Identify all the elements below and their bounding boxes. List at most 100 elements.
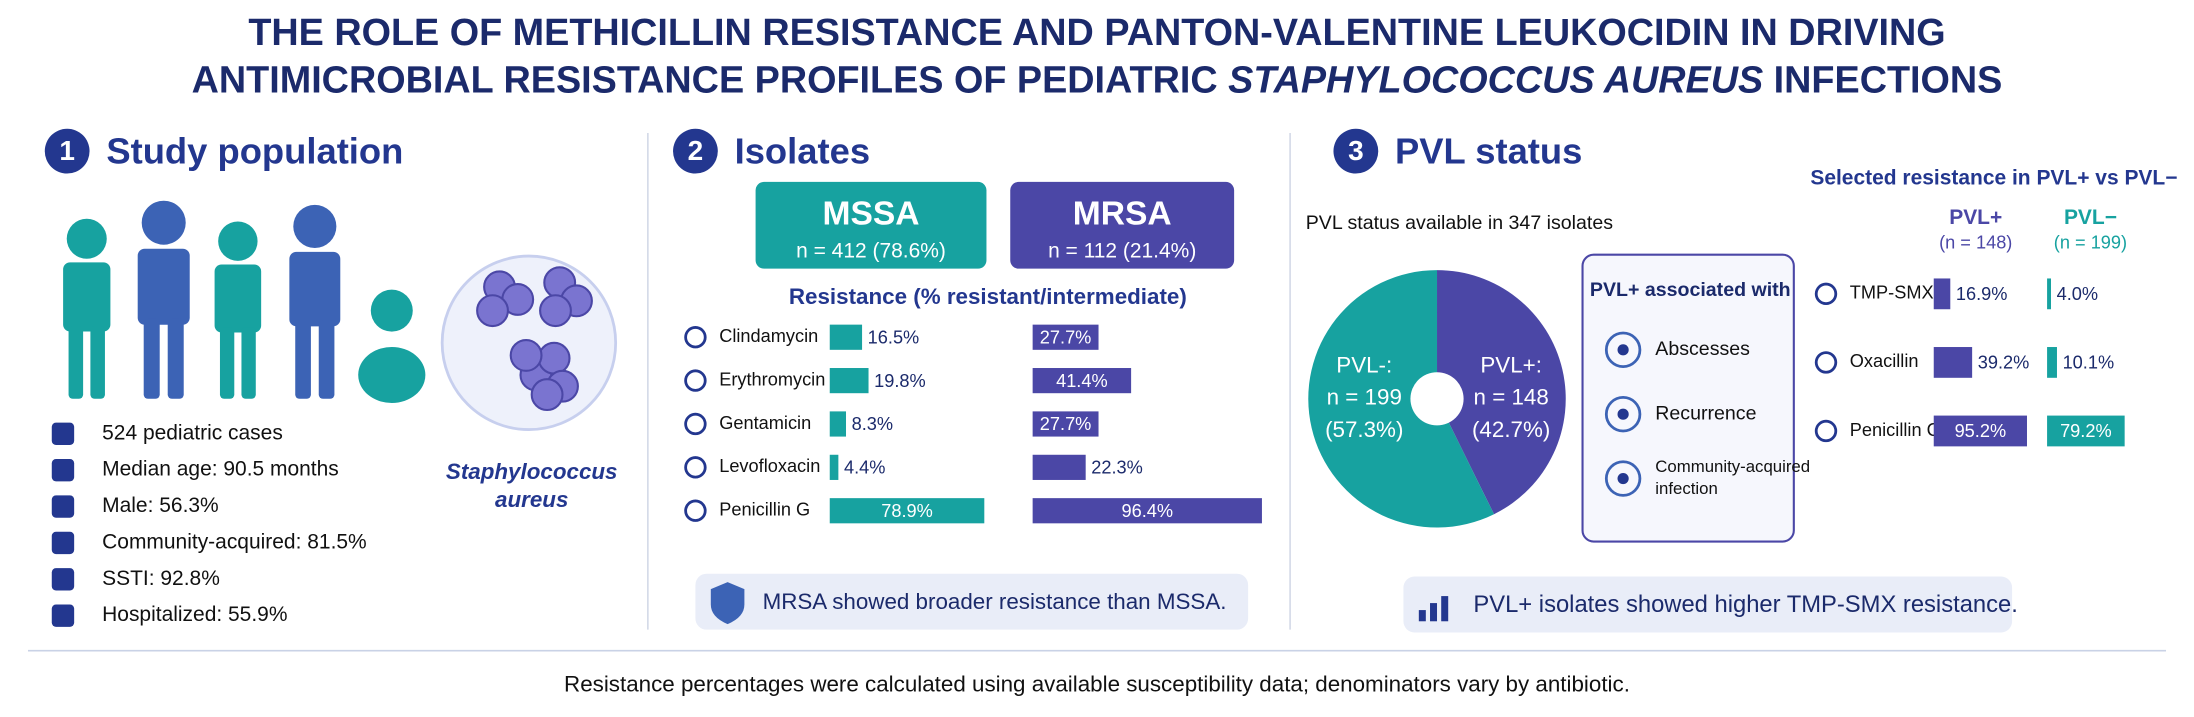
drug-icon	[1814, 419, 1838, 443]
bacterium	[509, 338, 543, 372]
bar-label: 8.3%	[852, 414, 893, 434]
chart-icon	[1430, 603, 1438, 622]
drug-name: Penicillin G	[1850, 420, 1941, 440]
pie-label: n = 199	[1327, 385, 1402, 410]
group-name: MSSA	[823, 195, 920, 232]
associated-icon-dot	[1617, 408, 1629, 420]
section-title: Study population	[106, 131, 403, 172]
bacterium	[530, 378, 564, 412]
drug-name: Penicillin G	[719, 500, 810, 520]
bacterium	[539, 294, 572, 328]
head	[293, 204, 337, 248]
column-name: PVL+	[1949, 206, 2002, 229]
fact-text: Male: 56.3%	[102, 494, 219, 517]
drug-name: Gentamicin	[719, 413, 811, 433]
bar-label: 78.9%	[881, 501, 933, 521]
bar	[829, 324, 863, 350]
leg	[295, 320, 311, 399]
section-number: 3	[1348, 135, 1364, 166]
chart-icon	[1418, 610, 1426, 622]
bar-label: 79.2%	[2060, 421, 2112, 441]
associated-icon	[1604, 331, 1642, 369]
bar-label: 4.0%	[2057, 284, 2098, 304]
drug-icon	[684, 369, 707, 392]
bacterium	[476, 294, 509, 328]
pie-label: (42.7%)	[1472, 417, 1550, 442]
bar-label: 39.2%	[1978, 353, 2030, 373]
body	[289, 251, 341, 327]
title-line: THE ROLE OF METHICILLIN RESISTANCE AND P…	[248, 12, 1945, 54]
drug-name: Erythromycin	[719, 369, 825, 389]
section-badge	[673, 128, 718, 174]
bar-label: 16.5%	[868, 327, 920, 347]
drug-name: Clindamycin	[719, 326, 818, 346]
bar-label: 16.9%	[1956, 284, 2008, 304]
pie-hole	[1410, 372, 1464, 426]
bar	[2047, 278, 2051, 310]
fact-text: Community-acquired: 81.5%	[102, 530, 367, 553]
head	[66, 218, 107, 259]
associated-text: infection	[1655, 479, 1718, 498]
fact-icon	[51, 458, 75, 482]
group-count: n = 412 (78.6%)	[796, 239, 946, 262]
note-text: MRSA showed broader resistance than MSSA…	[763, 589, 1227, 614]
group-name: MRSA	[1073, 195, 1172, 232]
person-icon	[137, 200, 190, 399]
person-icon	[214, 221, 262, 399]
head	[218, 221, 258, 261]
column-name: PVL−	[2064, 206, 2117, 229]
bar	[2047, 347, 2057, 378]
drug-icon	[1814, 282, 1838, 306]
bar	[1032, 454, 1086, 480]
drug-name: Levofloxacin	[719, 456, 820, 476]
bar	[829, 498, 985, 524]
pie-slice	[1308, 270, 1495, 528]
section-number: 2	[688, 135, 704, 166]
associated-icon-dot	[1617, 472, 1629, 485]
bar-label: 4.4%	[844, 458, 885, 478]
bar	[829, 454, 839, 480]
leg	[68, 326, 84, 399]
person-icon	[289, 204, 341, 399]
organism-label: aureus	[495, 487, 568, 512]
bar	[1933, 347, 1973, 378]
title-part: STAPHYLOCOCCUS AUREUS	[1228, 60, 1763, 102]
leg	[90, 326, 105, 399]
head	[141, 200, 186, 245]
drug-name: TMP-SMX	[1850, 283, 1934, 303]
bar-label: 27.7%	[1040, 327, 1092, 347]
fact-text: 524 pediatric cases	[102, 421, 283, 444]
associated-text: Community-acquired	[1655, 457, 1810, 476]
associated-text: Abscesses	[1655, 338, 1750, 360]
shield-icon	[710, 582, 745, 625]
fact-text: Median age: 90.5 months	[102, 458, 339, 481]
note-box	[695, 573, 1249, 630]
bar	[1032, 411, 1099, 437]
section-title: PVL status	[1395, 131, 1582, 172]
leg	[219, 327, 235, 399]
fact-icon	[51, 495, 75, 518]
group-count: n = 112 (21.4%)	[1048, 239, 1196, 262]
bar-label: 19.8%	[874, 371, 926, 391]
pie-label: n = 148	[1474, 385, 1549, 410]
bar-label: 10.1%	[2063, 353, 2115, 373]
bar-label: 27.7%	[1040, 414, 1092, 434]
column-n: (n = 199)	[2054, 232, 2127, 252]
drug-name: Oxacillin	[1850, 351, 1919, 371]
bar	[1933, 278, 1951, 310]
associated-icon-dot	[1617, 344, 1629, 356]
leg	[318, 320, 335, 399]
section-title: Isolates	[735, 131, 870, 172]
person-icon	[63, 218, 111, 399]
footer: Resistance percentages were calculated u…	[564, 672, 1630, 697]
bar-label: 95.2%	[1955, 421, 2007, 441]
fact-icon	[51, 568, 75, 591]
title-part: ANTIMICROBIAL RESISTANCE PROFILES OF PED…	[192, 60, 1229, 102]
associated-icon	[1604, 395, 1642, 433]
pie-label: PVL+:	[1480, 353, 1542, 378]
bar	[1032, 368, 1132, 394]
section-badge	[44, 128, 90, 174]
leg	[241, 327, 256, 399]
resistance-title: Resistance (% resistant/intermediate)	[789, 284, 1187, 309]
